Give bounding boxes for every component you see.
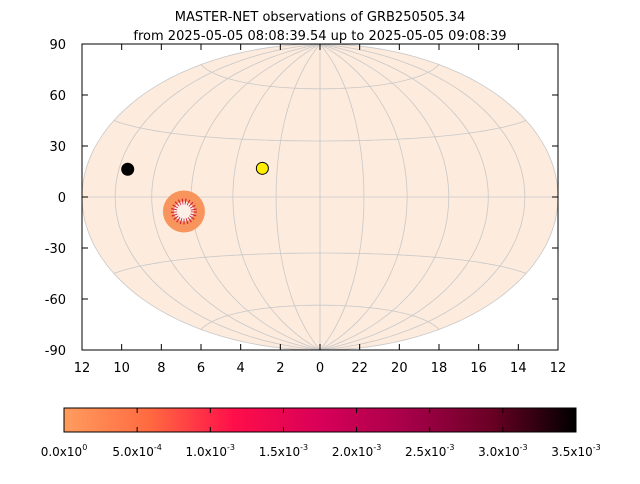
- colorbar: [63, 407, 577, 433]
- y-tick-label: -90: [45, 344, 66, 359]
- colorbar-tick-label: 3.5x10-3: [551, 443, 600, 459]
- colorbar-tick-label: 1.5x10-3: [259, 443, 308, 459]
- x-tick-label: 22: [351, 361, 368, 376]
- tick-exponent: -3: [300, 443, 308, 452]
- x-tick-label: 20: [391, 361, 408, 376]
- tick-mantissa: 3.5x10: [551, 445, 592, 459]
- tick-exponent: -3: [446, 443, 454, 452]
- tick-mantissa: 2.0x10: [332, 445, 373, 459]
- x-tick-label: 18: [431, 361, 448, 376]
- tick-exponent: -3: [593, 443, 601, 452]
- tick-mantissa: 5.0x10: [112, 445, 153, 459]
- point: [255, 161, 269, 175]
- tick-exponent: -4: [154, 443, 162, 452]
- colorbar-tick-label: 5.0x10-4: [112, 443, 161, 459]
- grid-parallel: [113, 120, 527, 142]
- point: [121, 162, 135, 176]
- tick-exponent: -3: [227, 443, 235, 452]
- x-tick-label: 0: [316, 361, 324, 376]
- tick-mantissa: 0.0x10: [41, 445, 82, 459]
- chart-subtitle: from 2025-05-05 08:08:39.54 up to 2025-0…: [133, 29, 506, 44]
- y-tick-label: -60: [45, 293, 66, 308]
- tick-exponent: -3: [373, 443, 381, 452]
- tick-mantissa: 1.0x10: [186, 445, 227, 459]
- tick-mantissa: 3.0x10: [478, 445, 519, 459]
- y-tick-label: 60: [49, 89, 66, 104]
- tick-mantissa: 2.5x10: [405, 445, 446, 459]
- x-tick-label: 2: [276, 361, 284, 376]
- tick-exponent: 0: [82, 443, 87, 452]
- colorbar-tick-label: 3.0x10-3: [478, 443, 527, 459]
- x-tick-label: 8: [157, 361, 165, 376]
- x-tick-label: 10: [113, 361, 130, 376]
- x-tick-label: 16: [470, 361, 487, 376]
- x-tick-label: 14: [510, 361, 527, 376]
- y-tick-label: 0: [58, 191, 66, 206]
- grid-parallel: [200, 304, 440, 330]
- chart-title: MASTER-NET observations of GRB250505.34: [175, 10, 466, 25]
- region-core: [170, 198, 197, 225]
- colorbar-tick-label: 2.5x10-3: [405, 443, 454, 459]
- grid-parallel: [113, 252, 527, 274]
- y-tick-label: 90: [49, 38, 66, 53]
- x-tick-label: 12: [74, 361, 91, 376]
- colorbar-tick-label: 2.0x10-3: [332, 443, 381, 459]
- x-tick-label: 4: [237, 361, 245, 376]
- x-tick-label: 12: [550, 361, 567, 376]
- colorbar-tick-label: 0.0x100: [41, 443, 88, 459]
- colorbar-tick-label: 1.0x10-3: [186, 443, 235, 459]
- tick-exponent: -3: [520, 443, 528, 452]
- tick-mantissa: 1.5x10: [259, 445, 300, 459]
- y-tick-label: 30: [49, 140, 66, 155]
- grid-parallel: [200, 64, 440, 90]
- x-tick-label: 6: [197, 361, 205, 376]
- y-tick-label: -30: [45, 242, 66, 257]
